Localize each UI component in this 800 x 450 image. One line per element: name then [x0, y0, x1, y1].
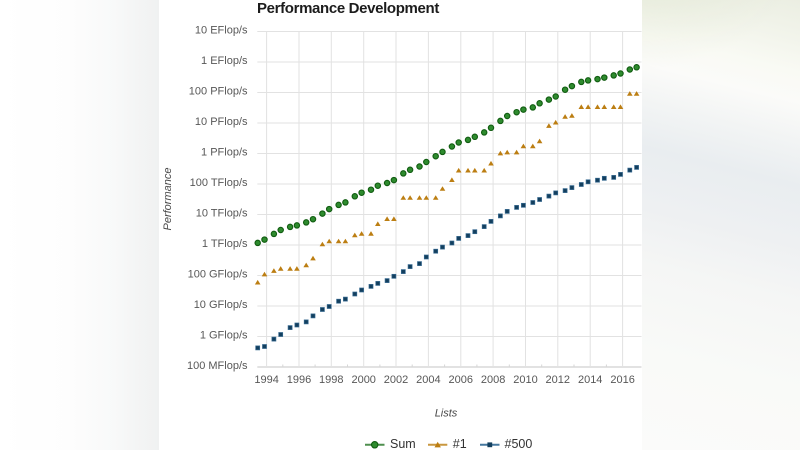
svg-text:Sum: Sum [390, 437, 416, 450]
svg-text:2002: 2002 [384, 374, 408, 386]
svg-text:Lists: Lists [435, 408, 458, 420]
svg-text:1994: 1994 [254, 374, 278, 386]
svg-text:100 GFlop/s: 100 GFlop/s [188, 269, 248, 281]
svg-text:2004: 2004 [416, 374, 440, 386]
svg-text:1998: 1998 [319, 374, 343, 386]
svg-text:100 PFlop/s: 100 PFlop/s [189, 86, 248, 98]
svg-text:1 TFlop/s: 1 TFlop/s [202, 238, 248, 250]
svg-text:10 GFlop/s: 10 GFlop/s [194, 299, 248, 311]
svg-text:2012: 2012 [546, 374, 570, 386]
svg-text:2010: 2010 [513, 374, 537, 386]
svg-text:2008: 2008 [481, 374, 505, 386]
svg-text:#500: #500 [505, 437, 533, 450]
svg-text:#1: #1 [453, 437, 467, 450]
svg-text:1 GFlop/s: 1 GFlop/s [200, 330, 248, 342]
svg-text:2006: 2006 [449, 374, 473, 386]
svg-text:10 TFlop/s: 10 TFlop/s [196, 208, 248, 220]
svg-text:2016: 2016 [610, 374, 634, 386]
svg-text:2000: 2000 [351, 374, 375, 386]
svg-text:10 EFlop/s: 10 EFlop/s [195, 25, 248, 37]
svg-text:1 PFlop/s: 1 PFlop/s [201, 147, 248, 159]
svg-text:1 EFlop/s: 1 EFlop/s [201, 55, 248, 67]
svg-text:Performance Development: Performance Development [257, 0, 439, 17]
svg-text:1996: 1996 [287, 374, 311, 386]
svg-text:100 MFlop/s: 100 MFlop/s [187, 360, 248, 372]
svg-text:Performance: Performance [162, 168, 174, 231]
svg-text:100 TFlop/s: 100 TFlop/s [190, 177, 248, 189]
svg-text:10 PFlop/s: 10 PFlop/s [195, 116, 248, 128]
svg-text:2014: 2014 [578, 374, 602, 386]
